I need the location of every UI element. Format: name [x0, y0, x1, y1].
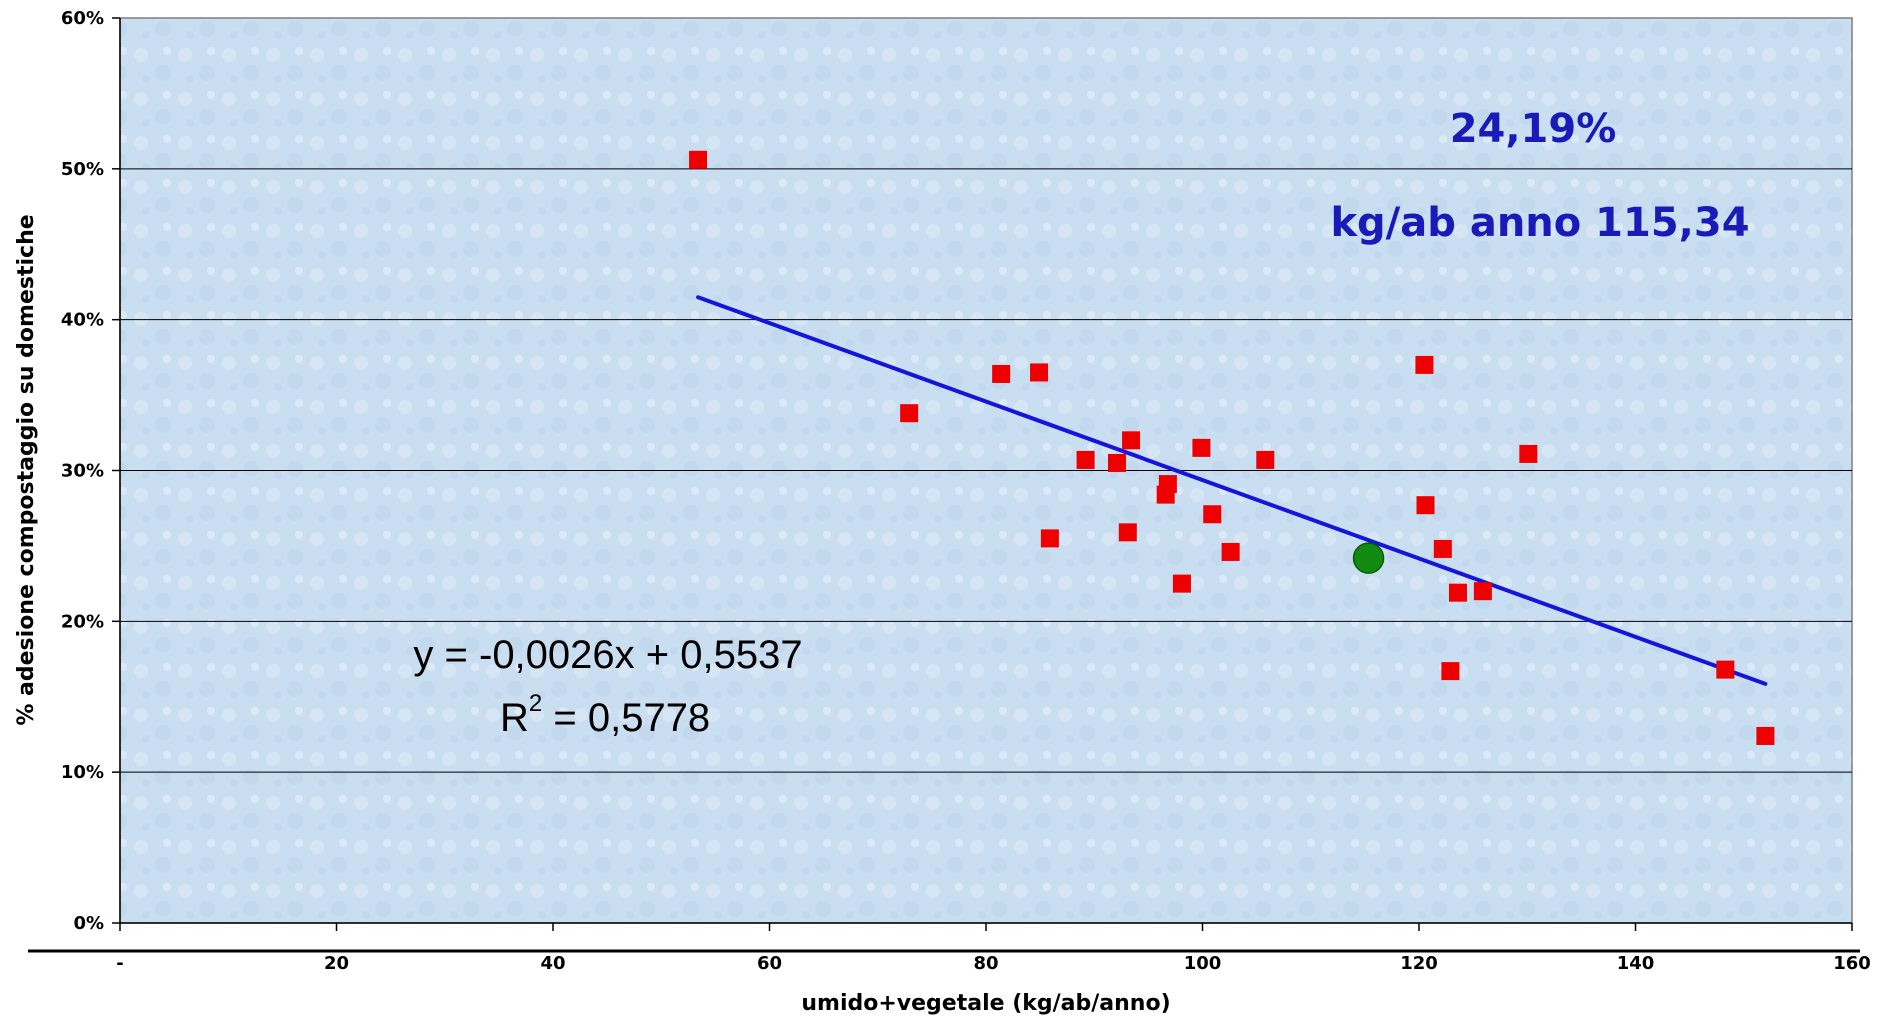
x-tick-label: 60	[757, 953, 782, 974]
y-tick-label: 10%	[61, 762, 104, 783]
data-point-square	[1415, 355, 1434, 374]
x-axis: - 20 40 60 80 100 120 140 160	[28, 922, 1871, 974]
r-squared-label: R2 = 0,5778	[500, 690, 710, 740]
x-axis-title: umido+vegetale (kg/ab/anno)	[801, 991, 1170, 1016]
data-point-square	[1030, 363, 1049, 382]
x-tick-label: 100	[1184, 953, 1222, 974]
data-point-square	[992, 364, 1011, 383]
gridlines	[120, 168, 1852, 773]
x-tick-label: 20	[324, 953, 349, 974]
x-tick-label: -	[116, 953, 123, 974]
data-point-square	[900, 404, 919, 423]
x-tick-label: 80	[973, 953, 998, 974]
data-point-square	[1448, 583, 1467, 602]
data-point-square	[689, 150, 708, 169]
trendline	[696, 295, 1768, 686]
data-point-square	[1756, 726, 1775, 745]
r-squared-value: = 0,5778	[542, 696, 710, 740]
data-point-square	[1716, 660, 1735, 679]
x-tick-label: 120	[1400, 953, 1438, 974]
data-point-square	[1122, 431, 1141, 450]
data-point-square	[1433, 539, 1452, 558]
data-point-square	[1172, 574, 1191, 593]
data-point-square	[1473, 582, 1492, 601]
y-tick-label: 0%	[73, 913, 104, 934]
r-squared-letter: R	[500, 696, 529, 740]
trendline-equation: y = -0,0026x + 0,5537	[413, 633, 802, 677]
y-tick-label: 40%	[61, 310, 104, 331]
annotation-percent: 24,19%	[1450, 106, 1617, 152]
data-point-square	[1192, 438, 1211, 457]
x-tick-label: 160	[1833, 953, 1871, 974]
data-point-square	[1107, 453, 1126, 472]
y-axis-title: % adesione compostaggio su domestiche	[14, 214, 39, 725]
y-tick-label: 60%	[61, 8, 104, 29]
data-point-square	[1158, 475, 1177, 494]
y-tick-label: 30%	[61, 461, 104, 482]
data-point-square	[1076, 450, 1095, 469]
r-squared-exponent: 2	[529, 690, 542, 717]
data-point-square	[1040, 529, 1059, 548]
highlight-point	[1352, 542, 1385, 574]
y-tick-label: 20%	[61, 611, 104, 632]
x-tick-label: 140	[1617, 953, 1655, 974]
data-points	[689, 150, 1775, 745]
data-point-square	[1256, 450, 1275, 469]
y-axis-ticks: 0% 10% 20% 30% 40% 50% 60%	[61, 8, 121, 934]
y-tick-label: 50%	[61, 159, 104, 180]
data-point-square	[1221, 542, 1240, 561]
data-point-square	[1519, 444, 1538, 463]
annotation-kg: kg/ab anno 115,34	[1330, 200, 1749, 246]
trendline-group	[696, 295, 1768, 686]
data-point-square	[1118, 523, 1137, 542]
data-point-square	[1203, 505, 1222, 524]
x-tick-label: 40	[540, 953, 565, 974]
data-point-square	[1441, 662, 1460, 681]
data-point-square	[1416, 496, 1435, 515]
